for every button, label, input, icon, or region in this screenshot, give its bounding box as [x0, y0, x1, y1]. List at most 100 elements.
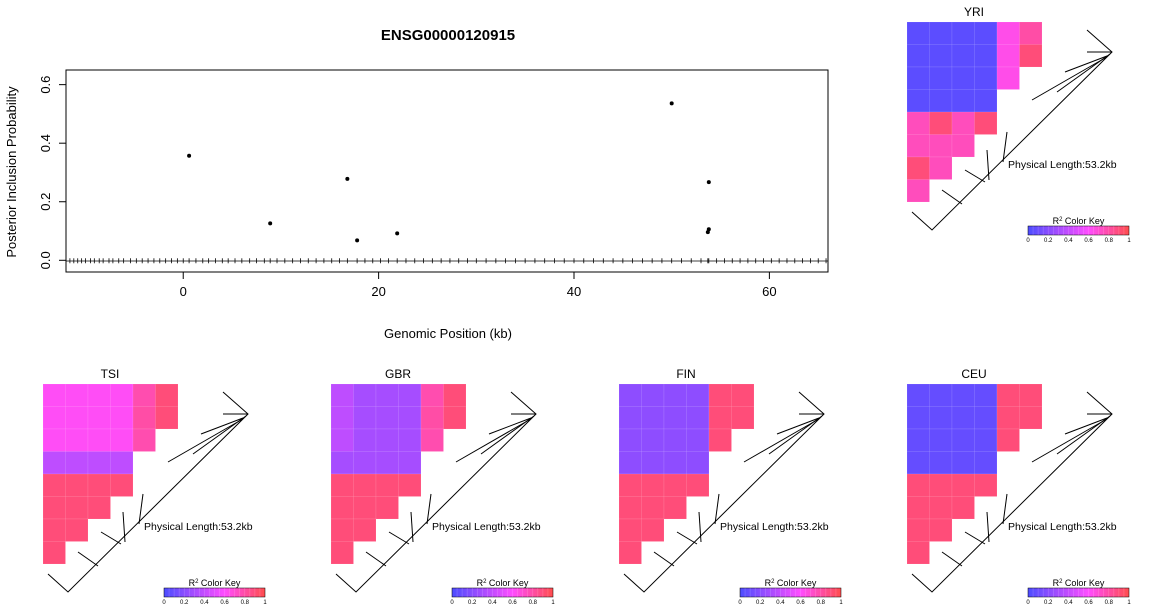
ld-cell — [929, 496, 953, 520]
ld-cell — [906, 383, 930, 407]
ld-connector — [1002, 493, 1008, 525]
ld-cell — [663, 406, 687, 430]
ld-cell — [1019, 383, 1043, 407]
ld-cell — [330, 473, 354, 497]
y-tick-label: 0.0 — [38, 251, 53, 269]
ld-cell — [663, 383, 687, 407]
ld-cell — [641, 428, 665, 452]
color-key-tick: 0 — [1026, 238, 1030, 244]
ld-connector — [941, 189, 963, 205]
ld-connector — [410, 511, 414, 543]
ld-connector — [122, 511, 126, 543]
ld-connector — [986, 149, 990, 181]
ld-cell — [708, 428, 732, 452]
ld-cell — [375, 383, 399, 407]
ld-cell — [42, 473, 66, 497]
ld-cell — [906, 541, 930, 565]
ld-cell — [929, 518, 953, 542]
plot-frame — [65, 69, 829, 273]
ld-cell — [65, 451, 89, 475]
ld-cell — [951, 89, 975, 113]
ld-triangle — [911, 391, 1113, 593]
ld-panel-ceu: CEU Physical Length:53.2kb R2 Color Key 0 0.… — [906, 367, 1131, 606]
ld-cell — [951, 111, 975, 135]
ld-cell — [155, 406, 179, 430]
ld-cell — [708, 406, 732, 430]
ld-cell — [353, 406, 377, 430]
ld-cell — [375, 451, 399, 475]
ld-connector — [676, 531, 698, 545]
ld-cell — [65, 428, 89, 452]
ld-connector — [167, 419, 242, 463]
ld-cell — [906, 156, 930, 180]
ld-cell — [330, 496, 354, 520]
ld-cell — [443, 383, 467, 407]
ld-cell — [65, 473, 89, 497]
ld-cell — [974, 111, 998, 135]
y-axis-ticks: 0.0 0.2 0.4 0.6 — [38, 76, 66, 269]
ld-panel-title: GBR — [385, 367, 411, 381]
y-tick-label: 0.4 — [38, 134, 53, 152]
color-key-bar — [739, 587, 842, 598]
pip-point — [187, 153, 192, 158]
color-key-bar — [1027, 587, 1130, 598]
y-axis-label: Posterior Inclusion Probability — [4, 86, 19, 258]
y-tick-label: 0.2 — [38, 193, 53, 211]
ld-cell — [929, 383, 953, 407]
ld-cell — [929, 44, 953, 68]
ld-cell — [353, 383, 377, 407]
ld-connector — [1031, 419, 1106, 463]
ld-cell — [906, 21, 930, 45]
ld-panel-fin: FIN Physical Length:53.2kb R2 Color Key 0 0.… — [618, 367, 843, 606]
ld-cell — [951, 383, 975, 407]
physical-length-label: Physical Length:53.2kb — [432, 521, 541, 533]
ld-cell — [906, 406, 930, 430]
ld-connector — [941, 551, 963, 567]
ld-connector — [698, 511, 702, 543]
ld-cell — [951, 428, 975, 452]
x-tick-label: 20 — [371, 284, 385, 299]
ld-cell — [65, 406, 89, 430]
color-key-tick: 0.4 — [776, 600, 785, 606]
ld-cell — [330, 383, 354, 407]
color-key-tick: 0.4 — [488, 600, 497, 606]
ld-cell — [353, 518, 377, 542]
ld-cell — [420, 428, 444, 452]
ld-cell — [353, 473, 377, 497]
physical-length-label: Physical Length:53.2kb — [1008, 521, 1117, 533]
ld-cell — [65, 518, 89, 542]
ld-cell — [906, 44, 930, 68]
ld-cell — [906, 134, 930, 158]
ld-cell — [663, 451, 687, 475]
color-key-tick: 0.8 — [529, 600, 538, 606]
color-key-tick: 0.6 — [796, 600, 805, 606]
ld-cell — [87, 406, 111, 430]
ld-cell — [375, 496, 399, 520]
ld-panel-title: FIN — [676, 367, 695, 381]
ld-cell — [929, 89, 953, 113]
x-tick-label: 0 — [180, 284, 187, 299]
color-key-tick: 0 — [1026, 600, 1030, 606]
ld-cell — [353, 496, 377, 520]
color-key-tick: 0.6 — [508, 600, 517, 606]
ld-cell — [929, 428, 953, 452]
color-key-title: R2 Color Key — [1053, 578, 1105, 588]
ld-cell — [686, 406, 710, 430]
color-key-tick: 1 — [1127, 600, 1131, 606]
ld-cell — [974, 66, 998, 90]
ld-cell — [974, 451, 998, 475]
color-key-title: R2 Color Key — [189, 578, 241, 588]
ld-triangle — [623, 391, 825, 593]
color-key-tick: 1 — [839, 600, 843, 606]
ld-cell — [375, 473, 399, 497]
ld-cell — [686, 383, 710, 407]
ld-cell — [618, 541, 642, 565]
ld-cell — [375, 406, 399, 430]
ld-cell — [420, 406, 444, 430]
ld-cell — [996, 21, 1020, 45]
ld-cell — [42, 428, 66, 452]
ld-cell — [87, 451, 111, 475]
ld-connector — [653, 551, 675, 567]
ld-connector — [488, 417, 532, 435]
